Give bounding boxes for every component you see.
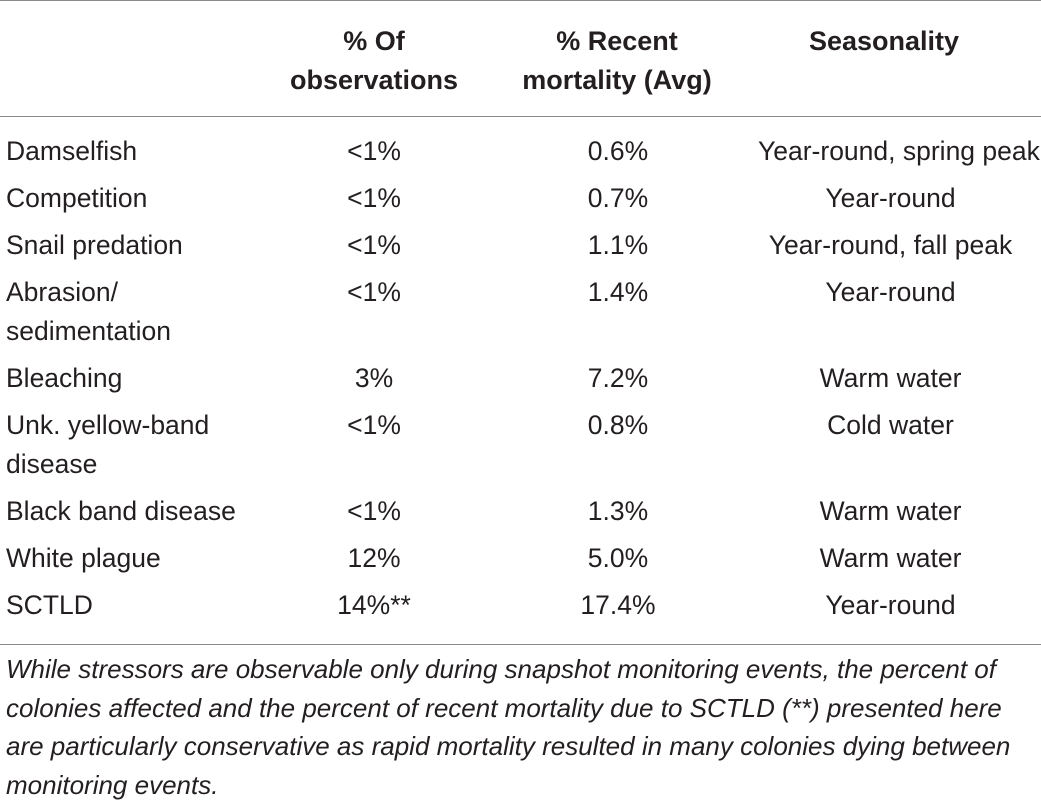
header-seasonality-line1: Seasonality <box>808 26 960 56</box>
table-bottom-rule <box>0 644 1041 645</box>
observations-cell: <1% <box>347 277 401 307</box>
header-mortality-line2: mortality (Avg) <box>522 65 712 95</box>
mortality-cell: 0.7% <box>587 183 649 213</box>
mortality-cell: 7.2% <box>587 363 649 393</box>
stressor-cell: SCTLD <box>6 590 93 620</box>
seasonality-cell: Warm water <box>819 363 962 393</box>
stressor-cell: Snail predation <box>6 230 183 260</box>
observations-cell: <1% <box>347 230 401 260</box>
seasonality-cell: Year-round, spring peak <box>758 136 1040 166</box>
header-divider-rule <box>0 116 1041 117</box>
observations-cell: <1% <box>347 496 401 526</box>
seasonality-cell: Year-round <box>825 277 956 307</box>
stressor-cell: Unk. yellow-band disease <box>6 410 210 479</box>
stressor-cell: Abrasion/ sedimentation <box>6 277 171 346</box>
observations-cell: <1% <box>347 136 401 166</box>
table-row: Unk. yellow-band disease <1% 0.8% Cold w… <box>0 406 1041 484</box>
table-row: Competition <1% 0.7% Year-round <box>0 179 1041 218</box>
stressor-cell: Competition <box>6 183 148 213</box>
mortality-cell: 17.4% <box>580 590 656 620</box>
table-row: White plague 12% 5.0% Warm water <box>0 539 1041 578</box>
mortality-cell: 1.3% <box>587 496 649 526</box>
table-row: Damselfish <1% 0.6% Year-round, spring p… <box>0 132 1041 171</box>
mortality-cell: 0.6% <box>587 136 649 166</box>
table-top-rule <box>0 0 1041 1</box>
table-row: Black band disease <1% 1.3% Warm water <box>0 492 1041 531</box>
header-mortality-line1: % Recent <box>556 26 678 56</box>
observations-cell: 12% <box>347 543 401 573</box>
stressor-cell: Bleaching <box>6 363 123 393</box>
mortality-cell: 5.0% <box>587 543 649 573</box>
stressor-cell: Black band disease <box>6 496 236 526</box>
table-row: SCTLD 14%** 17.4% Year-round <box>0 586 1041 625</box>
header-observations: % Of observations <box>270 22 478 100</box>
seasonality-cell: Year-round, fall peak <box>768 230 1013 260</box>
header-observations-line1: % Of <box>343 26 405 56</box>
mortality-cell: 1.1% <box>587 230 649 260</box>
seasonality-cell: Year-round <box>825 590 956 620</box>
table-body: Damselfish <1% 0.6% Year-round, spring p… <box>0 132 1041 633</box>
seasonality-cell: Cold water <box>827 410 954 440</box>
mortality-cell: 1.4% <box>587 277 649 307</box>
table-row: Abrasion/ sedimentation <1% 1.4% Year-ro… <box>0 273 1041 351</box>
seasonality-cell: Warm water <box>819 543 962 573</box>
header-seasonality: Seasonality <box>752 22 1016 61</box>
seasonality-cell: Warm water <box>819 496 962 526</box>
observations-cell: 14%** <box>337 590 411 620</box>
observations-cell: <1% <box>347 183 401 213</box>
observations-cell: 3% <box>354 363 394 393</box>
table-row: Bleaching 3% 7.2% Warm water <box>0 359 1041 398</box>
table-footnote: While stressors are observable only duri… <box>6 654 1011 800</box>
mortality-cell: 0.8% <box>587 410 649 440</box>
table-row: Snail predation <1% 1.1% Year-round, fal… <box>0 226 1041 265</box>
header-mortality: % Recent mortality (Avg) <box>502 22 732 100</box>
stressor-cell: Damselfish <box>6 136 138 166</box>
stressor-cell: White plague <box>6 543 161 573</box>
seasonality-cell: Year-round <box>825 183 956 213</box>
header-observations-line2: observations <box>289 65 459 95</box>
observations-cell: <1% <box>347 410 401 440</box>
